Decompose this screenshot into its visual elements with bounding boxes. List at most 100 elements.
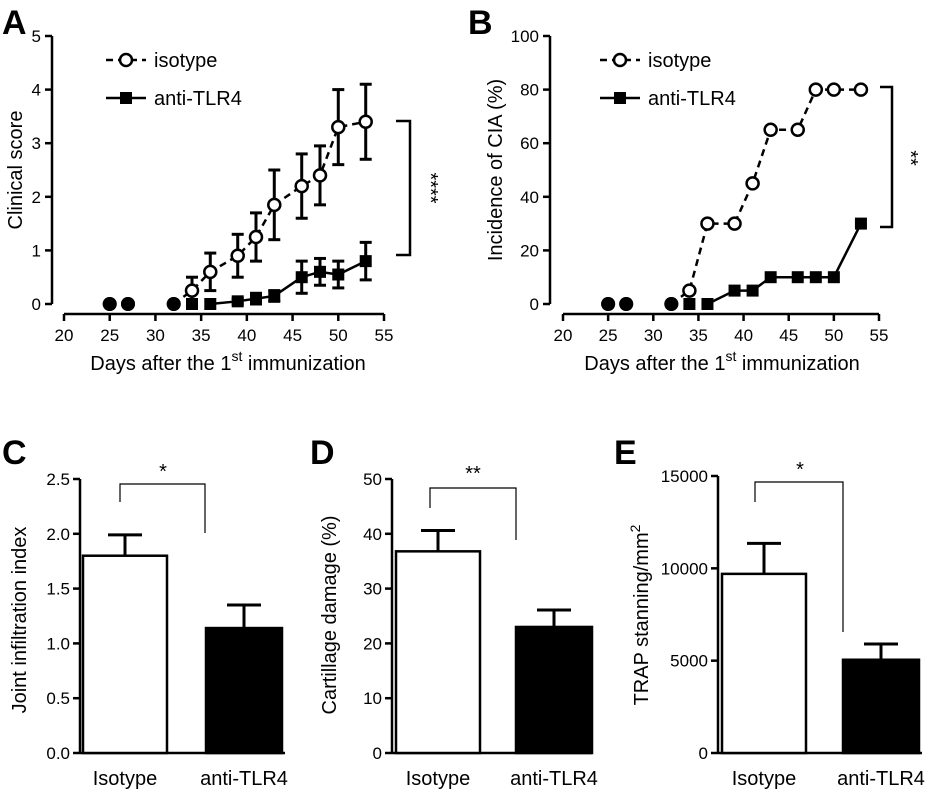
data-point-anti-tlr4: [102, 297, 117, 311]
y-tick-label-a: 3: [32, 134, 41, 153]
data-point-anti-tlr4: [601, 297, 616, 311]
panel-label-e: E: [614, 434, 637, 472]
panel-label-d: D: [310, 434, 335, 472]
data-point-isotype: [700, 216, 715, 231]
bar-anti-tlr4: [514, 625, 594, 755]
bar-isotype: [81, 554, 169, 755]
x-tick-label-a: 25: [100, 326, 119, 345]
data-point-anti-tlr4: [314, 265, 326, 278]
y-axis-label-e: TRAP stanning/mm2: [627, 524, 653, 705]
data-point-anti-tlr4: [250, 292, 262, 305]
data-point-isotype: [294, 178, 309, 194]
data-point-isotype: [682, 283, 697, 298]
data-point-anti-tlr4: [728, 284, 741, 297]
data-point-anti-tlr4: [166, 297, 181, 311]
x-tick-label-a: 30: [146, 326, 165, 345]
panel-label-a: A: [2, 4, 27, 42]
bar-anti-tlr4: [841, 658, 921, 755]
data-point-isotype: [853, 82, 869, 97]
data-point-anti-tlr4: [268, 289, 281, 302]
bar-anti-tlr4: [204, 626, 284, 755]
legend-a: isotype anti-TLR4: [106, 50, 242, 110]
legend-isotype-label: isotype: [648, 50, 711, 72]
significance-bracket-a: [396, 119, 412, 257]
data-point-anti-tlr4: [359, 255, 372, 268]
y-tick-label-e: 0: [699, 744, 708, 763]
data-point-isotype: [745, 176, 760, 191]
y-axis-label-d: Cartillage damage (%): [319, 516, 341, 715]
significance-bracket-e: [754, 481, 844, 632]
category-label-anti-tlr4: anti-TLR4: [837, 768, 925, 790]
data-point-anti-tlr4: [121, 297, 135, 311]
data-point-isotype: [203, 264, 218, 280]
y-tick-label-b: 80: [520, 81, 539, 100]
data-point-isotype: [248, 229, 264, 245]
y-tick-label-b: 100: [511, 27, 539, 46]
data-point-isotype: [808, 82, 824, 97]
data-point-anti-tlr4: [854, 217, 867, 230]
y-tick-label-b: 40: [520, 188, 539, 207]
panel-d: D Cartillage damage (%) 0 10 20 30 40 50 Isot…: [310, 434, 598, 790]
y-tick-label-e: 15000: [661, 467, 708, 486]
category-label-anti-tlr4: anti-TLR4: [510, 768, 598, 790]
y-tick-label-e: 10000: [661, 559, 708, 578]
x-tick-label-a: 40: [237, 326, 256, 345]
data-point-anti-tlr4: [809, 271, 822, 284]
data-point-anti-tlr4: [791, 271, 804, 284]
x-tick-label-b: 30: [644, 326, 663, 345]
data-point-anti-tlr4: [295, 271, 308, 284]
x-tick-label-a: 50: [329, 326, 348, 345]
y-tick-label-c: 0.5: [46, 689, 70, 708]
data-point-anti-tlr4: [332, 268, 345, 281]
x-tick-label-a: 55: [375, 326, 394, 345]
x-tick-label-b: 25: [599, 326, 618, 345]
data-point-anti-tlr4: [231, 295, 244, 308]
legend-isotype-marker: [612, 52, 628, 68]
y-axis-label-c: Joint infiltration index: [9, 527, 31, 714]
data-point-anti-tlr4: [827, 271, 840, 284]
significance-label-d: **: [465, 463, 481, 485]
category-label-isotype: Isotype: [732, 768, 796, 790]
data-point-anti-tlr4: [746, 284, 759, 297]
significance-bracket-c: [119, 483, 206, 533]
category-label-isotype: Isotype: [93, 768, 157, 790]
x-tick-label-b: 20: [554, 326, 573, 345]
y-tick-label-d: 50: [363, 470, 382, 489]
data-point-isotype: [267, 197, 282, 213]
legend-anti-tlr4-label: anti-TLR4: [648, 88, 736, 110]
significance-label-b: **: [899, 150, 921, 166]
x-tick-label-b: 45: [779, 326, 798, 345]
y-tick-label-e: 5000: [670, 652, 708, 671]
x-tick-label-a: 20: [55, 326, 74, 345]
category-label-anti-tlr4: anti-TLR4: [200, 768, 288, 790]
x-axis-label-a: Days after the 1st immunization: [90, 348, 365, 375]
y-tick-label-a: 1: [32, 241, 41, 260]
data-point-isotype: [790, 122, 805, 138]
data-point-isotype: [312, 168, 328, 183]
data-point-anti-tlr4: [701, 298, 714, 310]
bar-isotype: [394, 550, 482, 755]
y-tick-label-d: 30: [363, 580, 382, 599]
y-tick-label-c: 0.0: [46, 744, 70, 763]
data-point-anti-tlr4: [683, 298, 696, 310]
data-point-isotype: [727, 216, 742, 231]
x-tick-label-b: 55: [870, 326, 889, 345]
y-tick-label-d: 0: [373, 744, 382, 763]
y-tick-label-a: 2: [32, 188, 41, 207]
y-axis-label-b: Incidence of CIA (%): [485, 79, 507, 261]
panel-e: E TRAP stanning/mm2 0 5000 10000 15000 Isot…: [614, 434, 925, 790]
panel-c: C Joint infiltration index 0.0 0.5 1.0 1.5 2…: [2, 434, 288, 790]
x-tick-label-b: 50: [824, 326, 843, 345]
x-axis-label-b: Days after the 1st immunization: [584, 348, 859, 375]
legend-b: isotype anti-TLR4: [600, 50, 736, 110]
legend-isotype-label: isotype: [154, 50, 217, 72]
data-point-anti-tlr4: [186, 298, 198, 310]
y-tick-label-a: 0: [32, 295, 41, 314]
significance-label-a: ****: [419, 172, 441, 203]
significance-bracket-d: [429, 487, 517, 540]
y-tick-label-c: 1.0: [46, 634, 70, 653]
y-tick-label-c: 1.5: [46, 580, 70, 599]
x-tick-label-b: 35: [689, 326, 708, 345]
y-tick-label-b: 60: [520, 134, 539, 153]
